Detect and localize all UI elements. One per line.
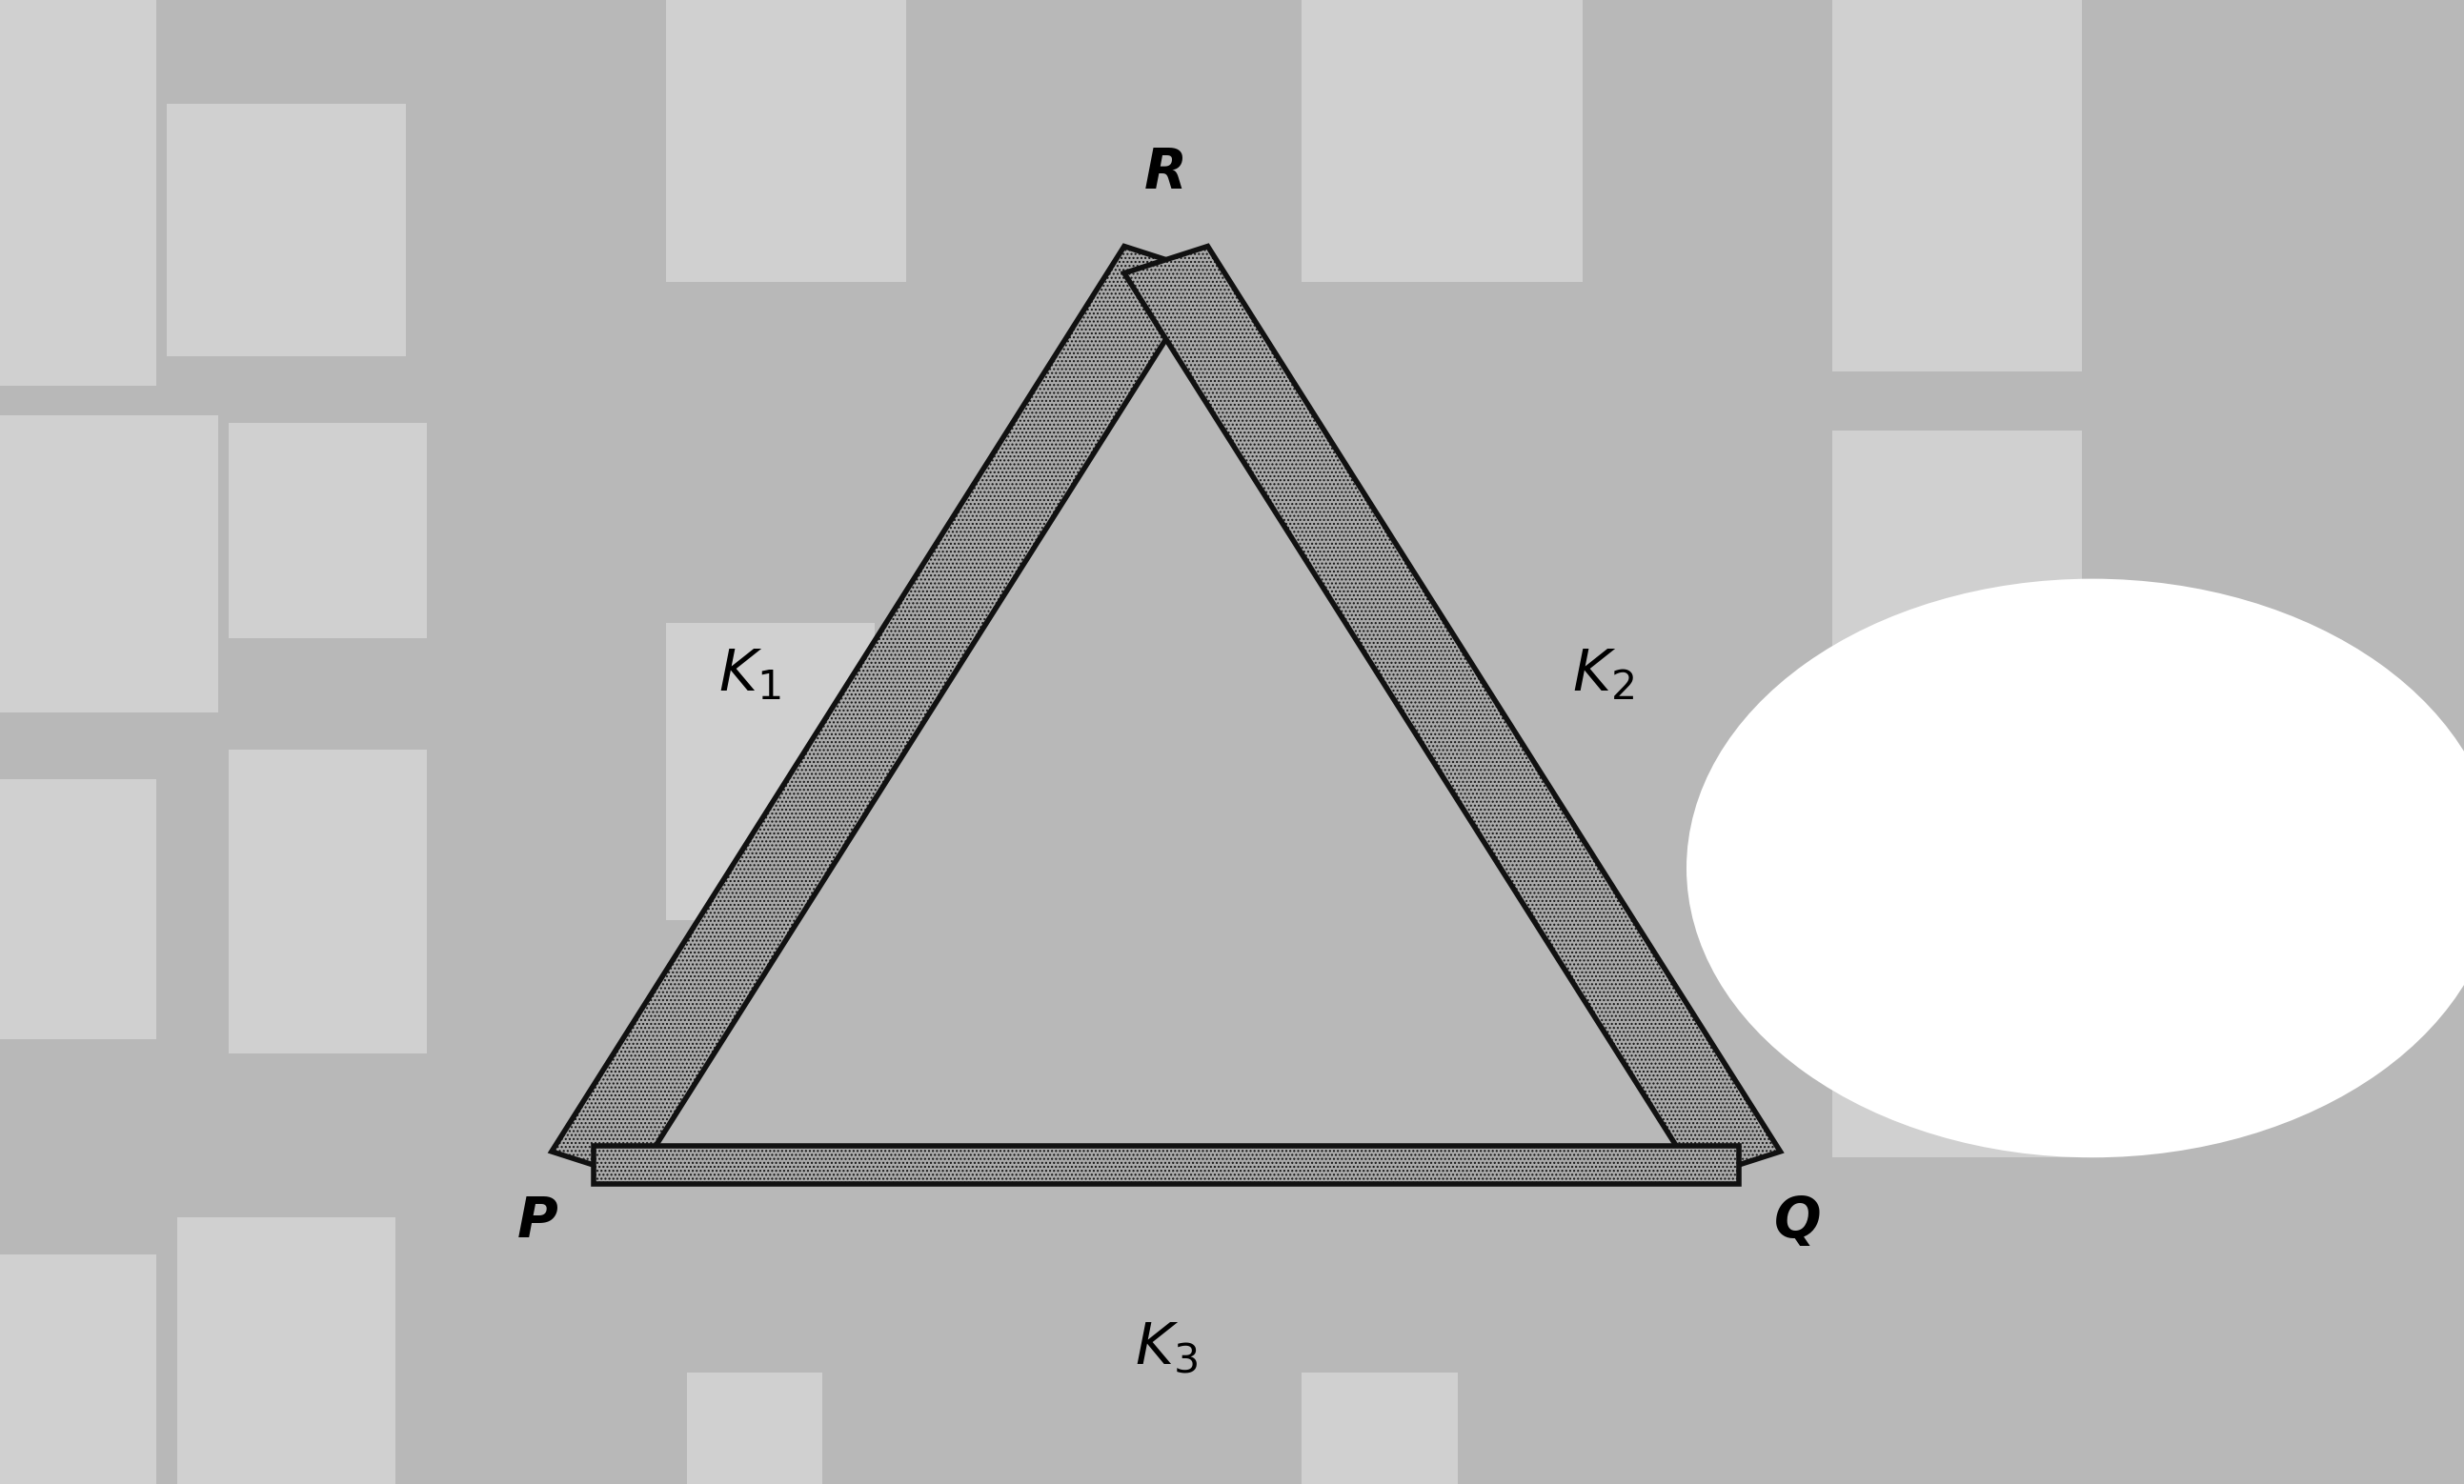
Bar <box>229 423 426 638</box>
Bar <box>665 0 907 282</box>
Bar <box>0 1254 155 1484</box>
Circle shape <box>1685 579 2464 1158</box>
Text: Q: Q <box>1774 1195 1821 1250</box>
Bar <box>1833 816 2082 1158</box>
Bar <box>1833 0 2082 371</box>
Bar <box>1301 1373 1459 1484</box>
Bar <box>177 1217 397 1484</box>
Bar <box>1833 430 2082 660</box>
Bar <box>1301 0 1582 282</box>
Bar <box>168 104 407 356</box>
Bar <box>687 1373 823 1484</box>
Text: $K_3$: $K_3$ <box>1133 1321 1198 1377</box>
Bar <box>229 749 426 1054</box>
Text: P: P <box>517 1195 557 1250</box>
Polygon shape <box>594 1146 1740 1184</box>
Polygon shape <box>552 246 1207 1178</box>
Bar <box>0 779 155 1039</box>
Polygon shape <box>594 260 1740 1165</box>
Polygon shape <box>1124 246 1781 1178</box>
Bar <box>665 623 875 920</box>
Text: $K_1$: $K_1$ <box>719 647 781 703</box>
Bar <box>0 416 219 712</box>
Text: R: R <box>1143 145 1188 200</box>
Text: $K_2$: $K_2$ <box>1572 647 1634 703</box>
Bar <box>0 0 155 386</box>
